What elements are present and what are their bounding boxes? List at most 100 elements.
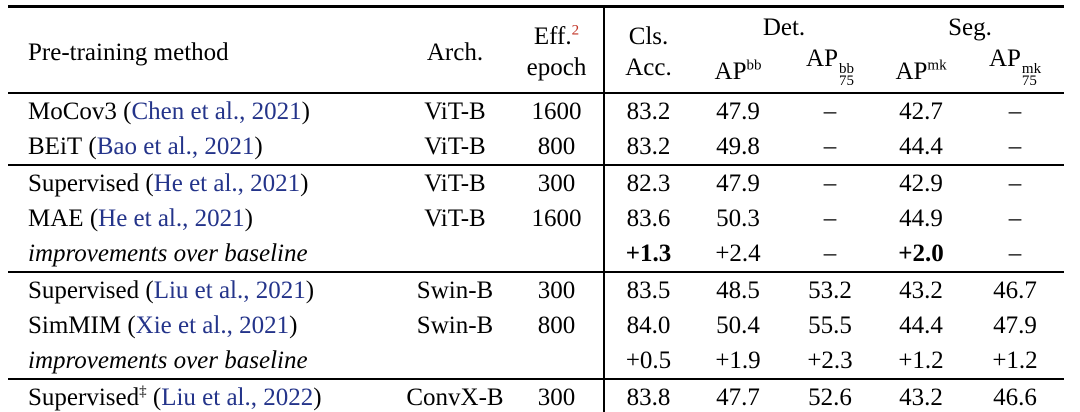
col-header-ap-mk-75: AP mk 75 bbox=[966, 43, 1064, 93]
cell-ap-bb: 48.5 bbox=[716, 276, 760, 304]
cell-ap-mk-75: 46.6 bbox=[993, 384, 1037, 411]
cell-method: improvements over baseline bbox=[8, 343, 400, 379]
table-row: BEiT (Bao et al., 2021) ViT-B 800 83.2 4… bbox=[8, 129, 1064, 165]
cell-arch: ViT-B bbox=[424, 169, 486, 197]
header-row-1: Pre-training method Arch. Eff.2 epoch Cl… bbox=[8, 6, 1064, 93]
method-name: MoCov3 bbox=[28, 97, 117, 125]
ap-supsub: mk 75 bbox=[1021, 61, 1042, 89]
ap-base: AP bbox=[895, 58, 928, 85]
citation-link[interactable]: Liu et al., 2021 bbox=[153, 276, 306, 304]
citation-link[interactable]: Bao et al., 2021 bbox=[96, 132, 255, 160]
ap-sup: mk bbox=[927, 57, 947, 74]
ap-base: AP bbox=[714, 58, 747, 85]
cell-ap-bb-75: 55.5 bbox=[808, 311, 852, 339]
cell-ap-bb: +1.9 bbox=[715, 346, 761, 374]
method-name: improvements over baseline bbox=[28, 239, 308, 267]
cell-cls-acc: 83.8 bbox=[603, 379, 692, 412]
cell-ap-mk: 42.7 bbox=[899, 97, 943, 125]
eff-text: Eff. bbox=[533, 23, 572, 50]
cell-method: SimMIM (Xie et al., 2021) bbox=[8, 308, 400, 343]
cls-label: Cls. bbox=[628, 23, 669, 50]
paren-open: ( bbox=[82, 132, 97, 160]
table-row: Supervised (He et al., 2021) ViT-B 300 8… bbox=[8, 165, 1064, 201]
cell-ap-bb-75: – bbox=[823, 204, 837, 232]
cell-ap-bb: 50.4 bbox=[716, 311, 760, 339]
cell-ap-mk: 44.4 bbox=[899, 311, 943, 339]
cell-ap-bb-75: – bbox=[823, 97, 837, 125]
cell-ap-mk-75: – bbox=[1008, 97, 1022, 125]
cell-epoch: 800 bbox=[537, 311, 576, 339]
group-swin-simmim: Supervised (Liu et al., 2021) Swin-B 300… bbox=[8, 272, 1065, 379]
cell-method: improvements over baseline bbox=[8, 236, 400, 272]
cell-ap-bb-75: – bbox=[823, 132, 837, 160]
col-group-det: Det. bbox=[762, 14, 806, 41]
col-header-eff-epoch: Eff.2 epoch bbox=[510, 7, 604, 94]
cell-ap-mk: 42.9 bbox=[899, 169, 943, 197]
group-vit-contrastive: MoCov3 (Chen et al., 2021) ViT-B 1600 83… bbox=[8, 93, 1065, 165]
col-header-ap-bb-75: AP bb 75 bbox=[784, 43, 876, 93]
paren-open: ( bbox=[146, 384, 162, 411]
cell-method: MoCov3 (Chen et al., 2021) bbox=[8, 93, 400, 129]
cell-ap-mk-75: – bbox=[1008, 169, 1022, 197]
cell-ap-bb-75: 52.6 bbox=[808, 384, 852, 411]
cell-method: BEiT (Bao et al., 2021) bbox=[8, 129, 400, 165]
cell-arch: Swin-B bbox=[416, 276, 494, 304]
ap-sup: bb bbox=[746, 57, 762, 74]
cell-cls-acc: +1.3 bbox=[603, 236, 692, 272]
table-row: Supervised‡ (Liu et al., 2022) ConvX-B 3… bbox=[8, 379, 1064, 412]
paren-close: ) bbox=[254, 132, 263, 160]
method-name: Supervised bbox=[28, 384, 140, 411]
group-vit-mae: Supervised (He et al., 2021) ViT-B 300 8… bbox=[8, 165, 1065, 272]
group-convnext: Supervised‡ (Liu et al., 2022) ConvX-B 3… bbox=[8, 379, 1064, 412]
table-row: MAE (He et al., 2021) ViT-B 1600 83.6 50… bbox=[8, 201, 1064, 236]
cell-ap-mk: 43.2 bbox=[899, 384, 943, 411]
paren-close: ) bbox=[244, 204, 253, 232]
cell-arch: ViT-B bbox=[424, 97, 486, 125]
cell-epoch: 300 bbox=[537, 276, 576, 304]
paren-close: ) bbox=[300, 169, 309, 197]
paren-close: ) bbox=[289, 311, 298, 339]
pretraining-results-table: Pre-training method Arch. Eff.2 epoch Cl… bbox=[8, 5, 1065, 412]
ap-sub: 75 bbox=[838, 73, 854, 89]
citation-link[interactable]: Xie et al., 2021 bbox=[135, 311, 290, 339]
cell-ap-mk-75: – bbox=[1008, 132, 1022, 160]
cell-arch: ConvX-B bbox=[406, 384, 504, 411]
cell-ap-mk: 44.9 bbox=[899, 204, 943, 232]
cell-epoch: 800 bbox=[537, 132, 576, 160]
method-name: SimMIM bbox=[28, 311, 122, 339]
citation-link[interactable]: He et al., 2021 bbox=[98, 204, 245, 232]
cell-cls-acc: 83.2 bbox=[603, 129, 692, 165]
paren-open: ( bbox=[83, 204, 99, 232]
footnote-2-link[interactable]: 2 bbox=[571, 22, 580, 39]
paren-open: ( bbox=[116, 97, 132, 125]
ap-sup: mk bbox=[1021, 61, 1042, 77]
cell-ap-mk: +2.0 bbox=[898, 239, 944, 267]
cell-epoch: 1600 bbox=[531, 97, 582, 125]
cell-ap-mk-75: – bbox=[1008, 239, 1022, 267]
cell-ap-bb: +2.4 bbox=[715, 239, 761, 267]
table-row: SimMIM (Xie et al., 2021) Swin-B 800 84.… bbox=[8, 308, 1064, 343]
paren-close: ) bbox=[301, 97, 310, 125]
cell-method: Supervised‡ (Liu et al., 2022) bbox=[8, 379, 400, 412]
ap-base: AP bbox=[806, 45, 838, 72]
col-header-cls-acc: Cls. Acc. bbox=[603, 6, 692, 93]
improvements-row: improvements over baseline +1.3 +2.4 – +… bbox=[8, 236, 1064, 272]
cell-ap-bb: 47.9 bbox=[716, 169, 760, 197]
citation-link[interactable]: Chen et al., 2021 bbox=[131, 97, 302, 125]
cell-arch: Swin-B bbox=[416, 311, 494, 339]
col-header-arch: Arch. bbox=[426, 38, 484, 66]
cell-ap-bb: 47.7 bbox=[716, 384, 760, 411]
cell-arch: ViT-B bbox=[424, 204, 486, 232]
eff-label: Eff.2 bbox=[510, 21, 603, 52]
cell-cls-acc: 83.6 bbox=[603, 201, 692, 236]
table-header: Pre-training method Arch. Eff.2 epoch Cl… bbox=[8, 6, 1065, 93]
citation-link[interactable]: Liu et al., 2022 bbox=[161, 384, 314, 411]
method-footnote-marker: ‡ bbox=[139, 383, 147, 400]
cell-ap-bb: 50.3 bbox=[716, 204, 760, 232]
citation-link[interactable]: He et al., 2021 bbox=[153, 169, 301, 197]
cell-arch: ViT-B bbox=[424, 132, 486, 160]
cell-cls-acc: 83.2 bbox=[603, 93, 692, 129]
acc-label: Acc. bbox=[625, 54, 672, 81]
method-name: Supervised bbox=[28, 276, 140, 304]
